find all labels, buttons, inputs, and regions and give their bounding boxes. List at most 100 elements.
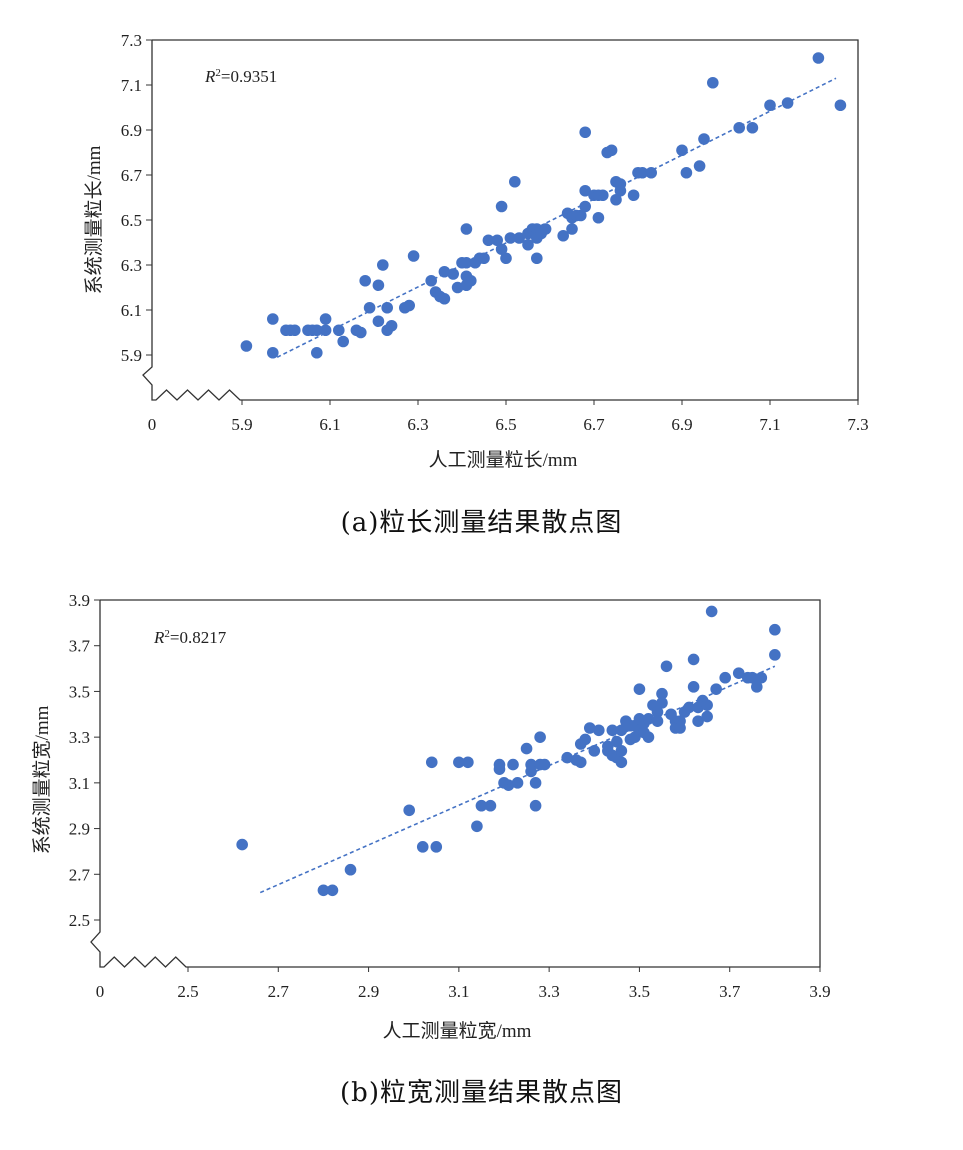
data-point [701,699,713,711]
r-squared-label: R2=0.8217 [153,628,227,647]
data-point [769,623,781,636]
data-point [447,268,460,280]
data-point [579,200,591,213]
y-tick-label: 3.5 [69,682,90,701]
data-point [319,313,332,325]
data-point [834,99,847,112]
data-point [680,166,693,179]
data-point [493,763,506,775]
data-point [504,232,517,244]
data-point [407,250,420,262]
data-point [484,799,497,812]
x-tick-label: 3.5 [629,982,650,1001]
data-point [482,234,495,247]
data-point [403,804,416,817]
data-point [453,756,465,769]
y-axis: 5.9 6.1 6.3 6.5 6.7 6.9 7.1 7.3 [121,31,152,365]
data-point [462,756,474,769]
data-point [642,731,655,743]
data-point [651,715,664,727]
data-point [529,777,542,789]
data-point [522,238,534,251]
y-axis-title: 系统测量粒长/mm [83,145,105,294]
data-point [592,211,605,224]
data-point [636,166,649,179]
data-point [529,799,542,812]
data-point [520,742,533,755]
data-point [606,724,619,737]
y-tick-label: 7.3 [121,31,142,50]
data-point [732,667,745,679]
data-point [656,687,668,700]
data-point [311,324,323,337]
data-point [403,299,416,312]
data-points [240,52,847,359]
data-point [538,758,551,771]
y-tick-label: 2.5 [69,911,90,930]
r-squared-exponent: 2 [215,67,221,79]
x-axis: 0 2.5 2.7 2.9 3.1 3.3 3.5 3.7 3.9 [96,967,831,1001]
data-point [597,189,609,202]
data-point [333,324,345,337]
r-squared-symbol: R [204,67,216,86]
x-axis-title-group: 人工测量粒宽/mm [383,1020,532,1042]
data-point [701,710,713,723]
data-point [372,315,385,328]
data-point [460,223,473,235]
y-tick-label: 6.5 [121,211,142,230]
x-tick-label: 6.7 [583,415,605,434]
data-point [614,184,627,197]
x-tick-label: 5.9 [231,415,252,434]
y-tick-label: 3.1 [69,774,90,793]
y-tick-label: 6.9 [121,121,142,140]
plot-frame [90,599,821,968]
y-tick-label: 6.7 [121,166,143,185]
data-point [355,326,367,339]
data-point [676,144,688,157]
caption-b: (b)粒宽测量结果散点图 [340,1078,623,1108]
data-point [812,52,825,64]
data-point [687,653,700,666]
data-point [465,274,477,287]
trend-line [259,665,776,894]
x-tick-label: 6.5 [495,415,516,434]
data-point [698,133,710,145]
y-axis-title-group: 系统测量粒宽/mm [31,705,53,854]
data-point [651,706,664,718]
x-tick-label: 2.9 [358,982,379,1001]
data-point [561,751,573,764]
data-point [539,223,552,235]
data-point [267,313,279,325]
data-point [574,756,587,769]
data-point [451,281,464,294]
data-point [267,346,279,359]
data-point [317,884,330,897]
data-point [615,745,628,757]
data-point [425,756,438,769]
data-point [337,335,350,348]
data-point [579,733,592,746]
x-tick-label: 3.1 [448,982,469,1001]
y-tick-label: 6.3 [121,256,142,275]
data-point [495,200,508,213]
data-point [359,274,372,287]
x-tick-label: 3.9 [809,982,830,1001]
scatter-chart-a: 人工测量粒长/mm 系统测量粒长/mm R2=0.9351 5.9 6.1 6.3 6… [83,31,869,471]
y-axis-title-group: 系统测量粒长/mm [83,145,105,294]
data-point [363,301,376,314]
x-origin-label: 0 [148,415,157,434]
data-point [491,234,504,247]
x-tick-label: 6.3 [407,415,428,434]
data-point [377,259,389,271]
data-point [579,126,591,139]
x-axis: 0 5.9 6.1 6.3 6.5 6.7 6.9 7.1 7.3 [148,400,869,434]
data-point [344,863,357,876]
data-point [615,756,628,769]
x-tick-label: 7.1 [759,415,780,434]
trend-line [276,77,837,358]
x-tick-label: 7.3 [847,415,868,434]
data-point [500,252,512,265]
y-tick-label: 3.7 [69,637,91,656]
data-point [531,252,543,265]
data-points [236,605,781,897]
